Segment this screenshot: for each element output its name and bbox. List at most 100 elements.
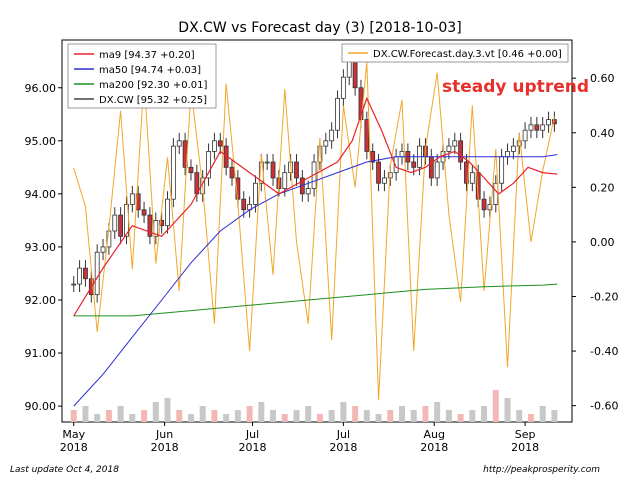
left-tick-label: 96.00 bbox=[25, 82, 57, 95]
candle-body bbox=[83, 267, 88, 280]
candle-body bbox=[100, 246, 106, 253]
left-tick-label: 92.00 bbox=[25, 294, 57, 307]
x-tick-year: 2018 bbox=[329, 441, 357, 454]
candle-body bbox=[546, 119, 551, 126]
candle-body bbox=[264, 161, 270, 164]
chart-title: DX.CW vs Forecast day (3) [2018-10-03] bbox=[178, 20, 461, 36]
candle-body bbox=[170, 145, 176, 200]
candle-body bbox=[428, 156, 434, 179]
candle-body bbox=[370, 151, 376, 163]
x-tick-year: 2018 bbox=[420, 441, 448, 454]
candle-body bbox=[481, 198, 487, 211]
volume-bar bbox=[492, 390, 499, 422]
volume-bar bbox=[305, 406, 312, 422]
candle-body bbox=[206, 151, 211, 179]
candle-body bbox=[434, 161, 440, 179]
ma9-line bbox=[73, 96, 558, 317]
legend-label: ma9 [94.37 +0.20] bbox=[99, 50, 195, 61]
candle-body bbox=[282, 172, 288, 189]
candle-body bbox=[294, 161, 299, 179]
legend-label: ma200 [92.30 +0.01] bbox=[99, 80, 207, 91]
volume-bar bbox=[141, 410, 148, 422]
candle-body bbox=[241, 198, 247, 211]
x-tick-month: Aug bbox=[423, 428, 444, 441]
x-tick-month: May bbox=[62, 428, 85, 441]
left-axis: 90.00 91.00 92.00 93.00 94.00 95.00 96.00 bbox=[25, 82, 62, 413]
volume-bar bbox=[457, 414, 464, 422]
candle-body bbox=[112, 214, 118, 232]
right-tick-label: 0.40 bbox=[590, 127, 615, 140]
candle-body bbox=[118, 214, 124, 237]
x-axis: May2018Jun2018Jul2018Jul2018Aug2018Sep20… bbox=[60, 422, 539, 454]
volume-bar bbox=[246, 406, 253, 422]
volume-bar bbox=[152, 402, 159, 422]
candle-body bbox=[458, 140, 464, 163]
candle-body bbox=[165, 198, 170, 227]
volume-bar bbox=[270, 410, 277, 422]
volume-bar bbox=[410, 410, 417, 422]
volume-bar bbox=[293, 410, 300, 422]
candle-body bbox=[159, 219, 165, 227]
volume-bar bbox=[70, 410, 77, 422]
candle-body bbox=[212, 140, 217, 152]
candle-body bbox=[499, 156, 505, 184]
volume-bars bbox=[70, 390, 558, 422]
ma200-line bbox=[73, 283, 558, 317]
right-tick-label: 0.00 bbox=[590, 236, 615, 249]
volume-bar bbox=[199, 406, 206, 422]
candle-body bbox=[346, 60, 352, 78]
volume-bar bbox=[129, 414, 136, 422]
volume-bar bbox=[281, 414, 288, 422]
volume-bar bbox=[223, 414, 230, 422]
volume-bar bbox=[422, 406, 429, 422]
volume-bar bbox=[387, 410, 394, 422]
left-tick-label: 95.00 bbox=[25, 135, 57, 148]
x-tick-year: 2018 bbox=[511, 441, 539, 454]
legend-right-label: DX.CW.Forecast.day.3.vt [0.46 +0.00] bbox=[373, 49, 562, 60]
ma50-line bbox=[73, 154, 558, 407]
candle-body bbox=[217, 140, 223, 147]
volume-bar bbox=[176, 410, 183, 422]
candle-body bbox=[534, 124, 540, 131]
candle-body bbox=[129, 193, 135, 205]
legend-right: DX.CW.Forecast.day.3.vt [0.46 +0.00] bbox=[341, 43, 569, 63]
right-axis: -0.60 -0.40 -0.20 0.00 0.20 0.40 0.60 bbox=[572, 72, 618, 413]
left-tick-label: 90.00 bbox=[25, 400, 57, 413]
volume-bar bbox=[187, 414, 194, 422]
volume-bar bbox=[105, 410, 112, 422]
candle-body bbox=[376, 161, 381, 184]
candle-body bbox=[323, 140, 329, 147]
volume-bar bbox=[399, 406, 405, 422]
x-tick-year: 2018 bbox=[239, 441, 267, 454]
candle-body bbox=[335, 97, 340, 131]
legend-label: ma50 [94.74 +0.03] bbox=[99, 65, 201, 76]
candle-body bbox=[340, 76, 346, 99]
volume-bar bbox=[434, 402, 441, 422]
x-tick-month: Sep bbox=[515, 428, 536, 441]
right-tick-label: 0.20 bbox=[590, 181, 615, 194]
candle-body bbox=[382, 177, 387, 184]
x-tick-year: 2018 bbox=[60, 441, 88, 454]
candle-body bbox=[446, 145, 452, 152]
x-tick-year: 2018 bbox=[151, 441, 179, 454]
volume-bar bbox=[82, 406, 89, 422]
right-tick-label: 0.60 bbox=[590, 72, 615, 85]
candle-body bbox=[71, 283, 77, 286]
volume-bar bbox=[516, 410, 523, 422]
footer-right: http://peakprosperity.com bbox=[483, 465, 600, 475]
legend-main: ma9 [94.37 +0.20] ma50 [94.74 +0.03] ma200… bbox=[67, 43, 217, 109]
volume-bar bbox=[234, 410, 241, 422]
right-tick-label: -0.40 bbox=[590, 345, 618, 358]
volume-bar bbox=[375, 414, 382, 422]
candle-body bbox=[452, 140, 458, 147]
candle-body bbox=[352, 60, 358, 89]
volume-bar bbox=[352, 406, 359, 422]
candle-body bbox=[411, 161, 417, 168]
left-tick-label: 91.00 bbox=[25, 347, 57, 360]
volume-bar bbox=[445, 410, 452, 422]
candle-body bbox=[510, 145, 516, 152]
left-tick-label: 94.00 bbox=[25, 188, 57, 201]
candle-body bbox=[540, 124, 546, 131]
volume-bar bbox=[551, 410, 558, 422]
candle-body bbox=[552, 119, 557, 125]
